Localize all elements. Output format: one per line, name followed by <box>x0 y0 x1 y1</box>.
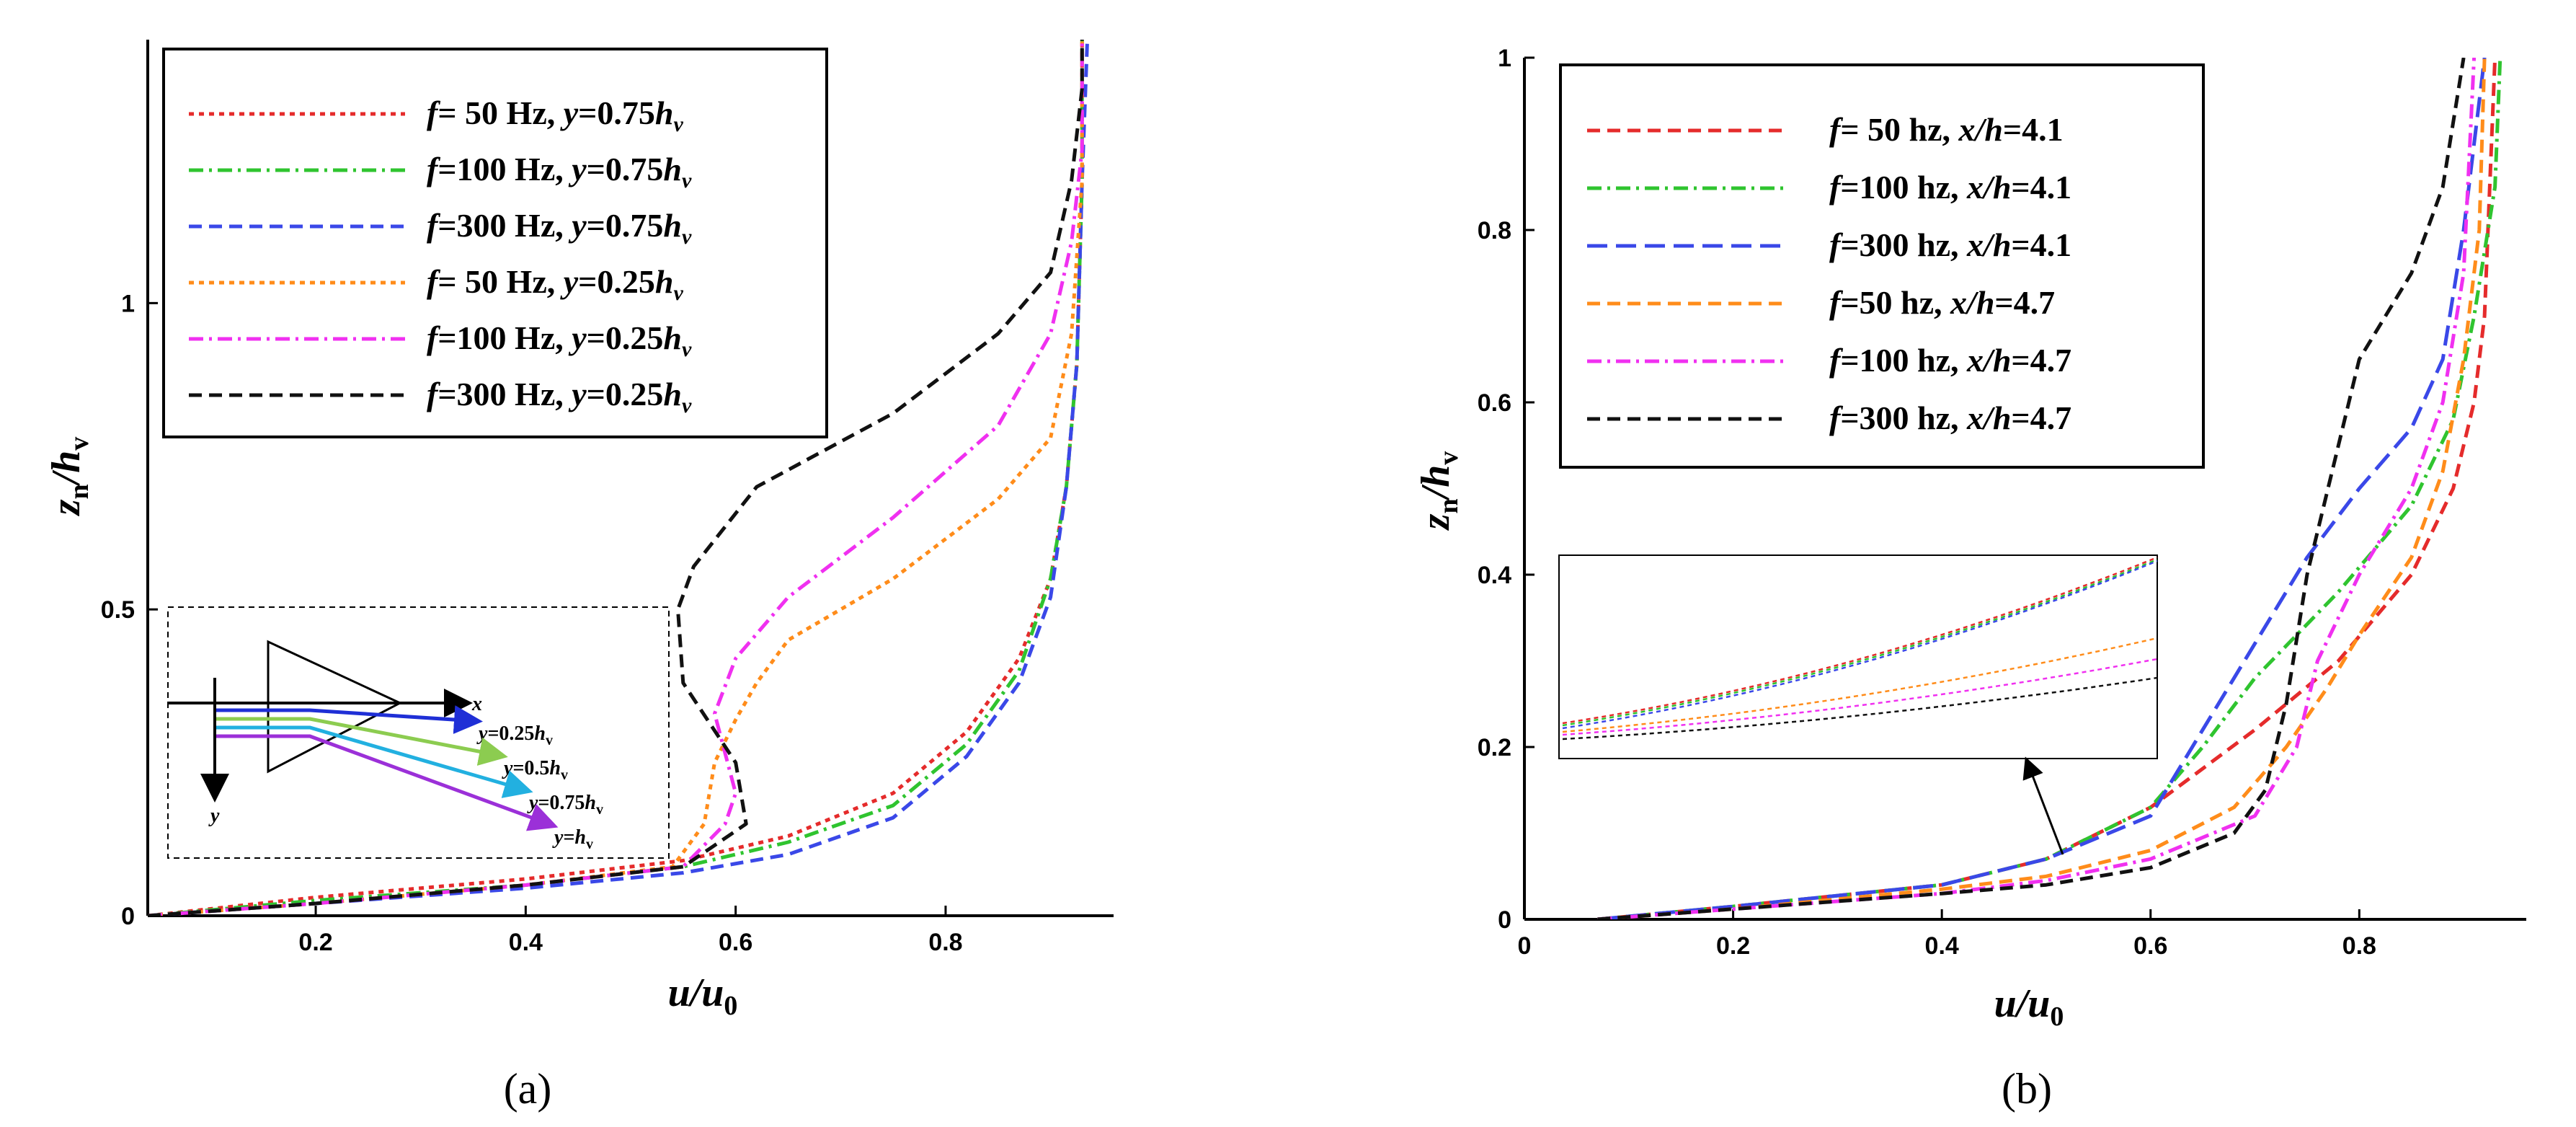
series-line-4 <box>1597 58 2487 919</box>
legend: f= 50 Hz, y=0.75hv f=100 Hz, y=0.75hv f=30… <box>162 48 828 438</box>
x-tick-label: 0.6 <box>2133 932 2167 960</box>
zoom-series-line-3 <box>1562 560 2158 730</box>
y-tick-label: 0.4 <box>1478 562 1511 589</box>
triangle-obstacle-icon <box>267 640 403 774</box>
y-tick-label: 0.6 <box>1478 389 1511 417</box>
series-line-3 <box>1597 58 2487 919</box>
series-line-3 <box>148 40 1090 916</box>
legend-label: f=300 hz, x/h=4.7 <box>1829 399 2071 436</box>
x-tick-label: 0 <box>1518 932 1532 960</box>
x-tick-label: 0.6 <box>719 929 752 956</box>
series-group <box>1597 58 2502 919</box>
zoom-pointer-arrow-icon <box>2022 756 2064 855</box>
inset-ray-4 <box>216 734 559 831</box>
y-axis-title: zn/hv <box>44 437 94 517</box>
y-tick-label: 0.8 <box>1478 217 1511 244</box>
zoom-series-line-2 <box>1562 558 2158 727</box>
zoom-inset-frame <box>1558 554 2158 759</box>
legend-label: f=100 Hz, y=0.75hv <box>427 151 692 193</box>
inset-ray-label: y=0.25hv <box>476 722 553 748</box>
inset-ray-2 <box>216 717 508 766</box>
series-line-5 <box>1597 58 2477 919</box>
legend: f= 50 hz, x/h=4.1 f=100 hz, x/h=4.1 f=300 … <box>1559 63 2205 469</box>
legend-label: f=100 hz, x/h=4.7 <box>1829 342 2071 379</box>
inset-ray-label: y=hv <box>552 826 593 852</box>
inset-y-label: y <box>208 805 220 827</box>
panel-b: 0 0.2 0.4 0.6 0.8 0 0.2 0.4 0.6 0.8 1 u/u0 zn/hv f… <box>1413 45 2526 1113</box>
inset-frame <box>167 606 670 859</box>
legend-label: f= 50 Hz, y=0.75hv <box>427 94 683 136</box>
inset-ray-1 <box>216 705 483 735</box>
y-tick-label: 1 <box>121 290 135 317</box>
series-line-6 <box>148 40 1084 916</box>
zoom-series-line-1 <box>1562 556 2158 725</box>
y-tick-label: 1 <box>1498 45 1511 72</box>
x-axis-title: u/u0 <box>1994 981 2064 1032</box>
axis-ticks: 0.2 0.4 0.6 0.8 0 0.5 1 <box>101 290 963 956</box>
legend-label: f=100 hz, x/h=4.1 <box>1829 169 2071 205</box>
zoom-inset <box>1558 554 2158 855</box>
x-tick-label: 0.2 <box>298 929 332 956</box>
x-tick-label: 0.4 <box>509 929 543 956</box>
y-axis-title: zn/hv <box>1413 451 1464 531</box>
legend-label: f=300 hz, x/h=4.1 <box>1829 226 2071 263</box>
x-tick-label: 0.4 <box>1925 932 1959 960</box>
legend-label: f=300 Hz, y=0.25hv <box>427 376 692 417</box>
series-line-5 <box>148 40 1084 916</box>
caption-a: (a) <box>504 1065 552 1113</box>
x-tick-label: 0.8 <box>928 929 962 956</box>
caption-b: (b) <box>2002 1065 2052 1113</box>
legend-label: f=100 Hz, y=0.25hv <box>427 319 692 361</box>
legend-label: f= 50 hz, x/h=4.1 <box>1829 111 2064 148</box>
inset-ray-3 <box>216 725 533 798</box>
zoom-series-line-4 <box>1562 637 2158 733</box>
axis-ticks: 0 0.2 0.4 0.6 0.8 0 0.2 0.4 0.6 0.8 1 <box>1478 45 2376 960</box>
y-tick-label: 0.2 <box>1478 734 1511 761</box>
panel-a: 0.2 0.4 0.6 0.8 0 0.5 1 u/u0 zn/hv f= 50 Hz, y… <box>44 40 1114 1113</box>
legend-label: f=300 Hz, y=0.75hv <box>427 207 692 249</box>
x-tick-label: 0.2 <box>1716 932 1750 960</box>
zoom-series-line-6 <box>1562 676 2158 741</box>
x-tick-label: 0.8 <box>2342 932 2376 960</box>
inset-ray-label: y=0.5hv <box>502 757 568 783</box>
legend-label: f= 50 Hz, y=0.25hv <box>427 263 683 305</box>
y-tick-label: 0.5 <box>101 596 135 624</box>
y-tick-label: 0 <box>121 903 135 930</box>
inset-schematic: x y y=0.25hv y=0.5hv y=0.75hv y=hv <box>167 606 670 859</box>
series-group <box>148 40 1090 916</box>
zoom-series-line-5 <box>1562 658 2158 736</box>
legend-label: f=50 hz, x/h=4.7 <box>1829 284 2055 321</box>
inset-ray-label: y=0.75hv <box>527 792 603 818</box>
inset-x-label: x <box>471 693 482 715</box>
y-tick-label: 0 <box>1498 906 1511 934</box>
x-axis-title: u/u0 <box>668 971 738 1021</box>
legend-box <box>1559 63 2205 469</box>
